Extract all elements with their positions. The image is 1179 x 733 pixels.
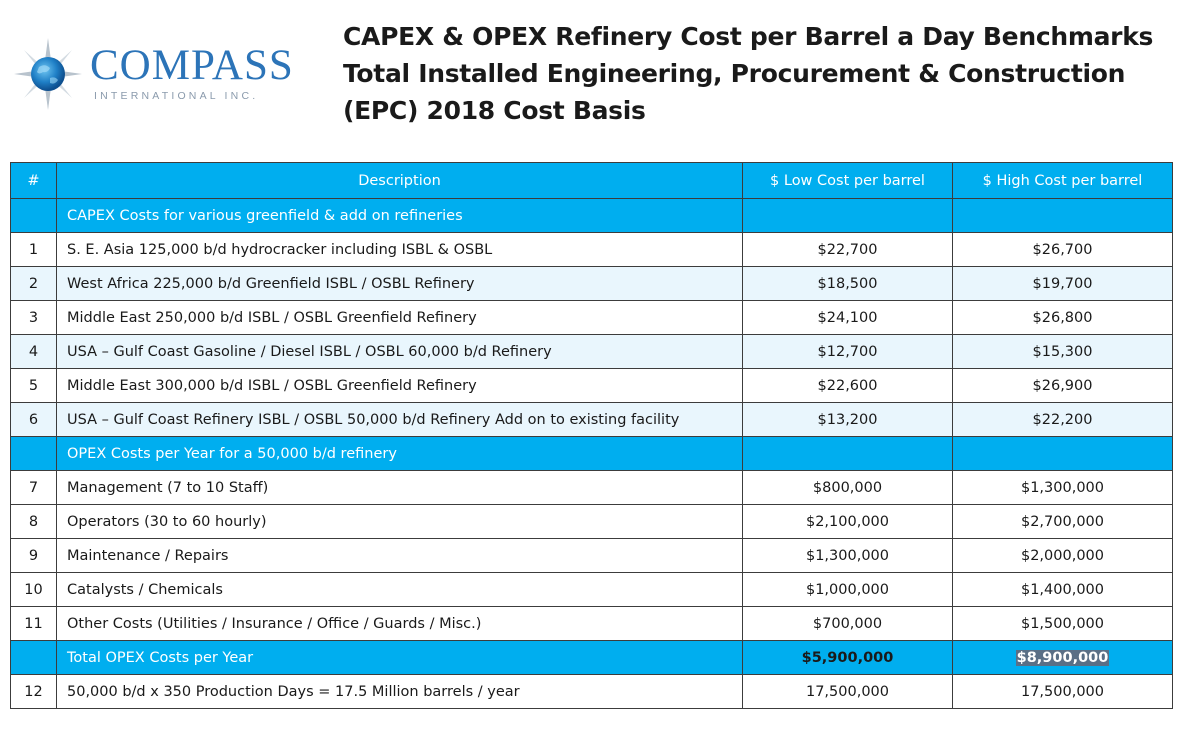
brand-name: COMPASS — [90, 42, 294, 89]
row-description: USA – Gulf Coast Gasoline / Diesel ISBL … — [56, 334, 743, 369]
table-row: 8 Operators (30 to 60 hourly) $2,100,000… — [10, 504, 1173, 539]
capex-section-label: CAPEX Costs for various greenfield & add… — [56, 198, 743, 233]
row-low-cost: $18,500 — [742, 266, 953, 301]
page-header: COMPASS INTERNATIONAL INC. CAPEX & OPEX … — [0, 0, 1179, 160]
table-row: 10 Catalysts / Chemicals $1,000,000 $1,4… — [10, 572, 1173, 607]
row-num: 12 — [10, 674, 57, 709]
row-high-cost: $19,700 — [952, 266, 1173, 301]
table-row: 11 Other Costs (Utilities / Insurance / … — [10, 606, 1173, 641]
row-high-cost: $26,800 — [952, 300, 1173, 335]
total-high-cost: $8,900,000 — [1015, 649, 1110, 666]
title-line-3: (EPC) 2018 Cost Basis — [343, 96, 646, 125]
table-row: 2 West Africa 225,000 b/d Greenfield ISB… — [10, 266, 1173, 301]
row-num: 5 — [10, 368, 57, 403]
row-num: 1 — [10, 232, 57, 267]
row-low-cost: $22,700 — [742, 232, 953, 267]
row-num: 10 — [10, 572, 57, 607]
capex-section-row: CAPEX Costs for various greenfield & add… — [10, 198, 1173, 233]
row-low-cost: $2,100,000 — [742, 504, 953, 539]
row-high-cost: $2,000,000 — [952, 538, 1173, 573]
row-high-cost: $1,500,000 — [952, 606, 1173, 641]
section-high-cell — [952, 198, 1173, 233]
table-row: 3 Middle East 250,000 b/d ISBL / OSBL Gr… — [10, 300, 1173, 335]
row-num: 3 — [10, 300, 57, 335]
table-row: 12 50,000 b/d x 350 Production Days = 17… — [10, 674, 1173, 709]
row-num: 11 — [10, 606, 57, 641]
opex-section-row: OPEX Costs per Year for a 50,000 b/d ref… — [10, 436, 1173, 471]
row-low-cost: $800,000 — [742, 470, 953, 505]
row-low-cost: $22,600 — [742, 368, 953, 403]
row-low-cost: $24,100 — [742, 300, 953, 335]
cost-table: # Description $ Low Cost per barrel $ Hi… — [10, 162, 1173, 709]
header-low-cost: $ Low Cost per barrel — [742, 162, 953, 199]
page-title: CAPEX & OPEX Refinery Cost per Barrel a … — [343, 18, 1173, 129]
row-description: Maintenance / Repairs — [56, 538, 743, 573]
row-low-cost: $700,000 — [742, 606, 953, 641]
row-description: 50,000 b/d x 350 Production Days = 17.5 … — [56, 674, 743, 709]
table-row: 4 USA – Gulf Coast Gasoline / Diesel ISB… — [10, 334, 1173, 369]
header-description: Description — [56, 162, 743, 199]
total-opex-label: Total OPEX Costs per Year — [56, 640, 743, 675]
total-high-cost-cell: $8,900,000 — [952, 640, 1173, 675]
total-low-cost: $5,900,000 — [742, 640, 953, 675]
total-num-cell — [10, 640, 57, 675]
table-row: 1 S. E. Asia 125,000 b/d hydrocracker in… — [10, 232, 1173, 267]
section-high-cell — [952, 436, 1173, 471]
brand-subtitle: INTERNATIONAL INC. — [94, 90, 259, 102]
company-logo: COMPASS INTERNATIONAL INC. — [12, 36, 312, 116]
table-row: 7 Management (7 to 10 Staff) $800,000 $1… — [10, 470, 1173, 505]
row-description: Middle East 250,000 b/d ISBL / OSBL Gree… — [56, 300, 743, 335]
row-description: Catalysts / Chemicals — [56, 572, 743, 607]
row-high-cost: $15,300 — [952, 334, 1173, 369]
row-num: 2 — [10, 266, 57, 301]
table-row: 5 Middle East 300,000 b/d ISBL / OSBL Gr… — [10, 368, 1173, 403]
compass-rose-icon — [14, 38, 82, 110]
opex-section-label: OPEX Costs per Year for a 50,000 b/d ref… — [56, 436, 743, 471]
row-description: USA – Gulf Coast Refinery ISBL / OSBL 50… — [56, 402, 743, 437]
row-low-cost: $12,700 — [742, 334, 953, 369]
row-description: Other Costs (Utilities / Insurance / Off… — [56, 606, 743, 641]
row-low-cost: $13,200 — [742, 402, 953, 437]
row-low-cost: $1,000,000 — [742, 572, 953, 607]
table-row: 6 USA – Gulf Coast Refinery ISBL / OSBL … — [10, 402, 1173, 437]
title-line-1: CAPEX & OPEX Refinery Cost per Barrel a … — [343, 22, 1154, 51]
row-num: 6 — [10, 402, 57, 437]
row-high-cost: $26,700 — [952, 232, 1173, 267]
title-line-2: Total Installed Engineering, Procurement… — [343, 59, 1126, 88]
row-num: 8 — [10, 504, 57, 539]
row-description: S. E. Asia 125,000 b/d hydrocracker incl… — [56, 232, 743, 267]
row-high-cost: $26,900 — [952, 368, 1173, 403]
row-num: 7 — [10, 470, 57, 505]
section-num-cell — [10, 198, 57, 233]
table-header-row: # Description $ Low Cost per barrel $ Hi… — [10, 162, 1173, 199]
section-low-cell — [742, 436, 953, 471]
row-high-cost: $2,700,000 — [952, 504, 1173, 539]
row-num: 4 — [10, 334, 57, 369]
row-high-cost: $1,300,000 — [952, 470, 1173, 505]
row-high-cost: 17,500,000 — [952, 674, 1173, 709]
row-description: West Africa 225,000 b/d Greenfield ISBL … — [56, 266, 743, 301]
header-num: # — [10, 162, 57, 199]
row-low-cost: 17,500,000 — [742, 674, 953, 709]
section-num-cell — [10, 436, 57, 471]
table-row: 9 Maintenance / Repairs $1,300,000 $2,00… — [10, 538, 1173, 573]
row-high-cost: $1,400,000 — [952, 572, 1173, 607]
section-low-cell — [742, 198, 953, 233]
row-high-cost: $22,200 — [952, 402, 1173, 437]
row-low-cost: $1,300,000 — [742, 538, 953, 573]
row-description: Middle East 300,000 b/d ISBL / OSBL Gree… — [56, 368, 743, 403]
header-high-cost: $ High Cost per barrel — [952, 162, 1173, 199]
row-num: 9 — [10, 538, 57, 573]
row-description: Operators (30 to 60 hourly) — [56, 504, 743, 539]
total-opex-row: Total OPEX Costs per Year $5,900,000 $8,… — [10, 640, 1173, 675]
row-description: Management (7 to 10 Staff) — [56, 470, 743, 505]
